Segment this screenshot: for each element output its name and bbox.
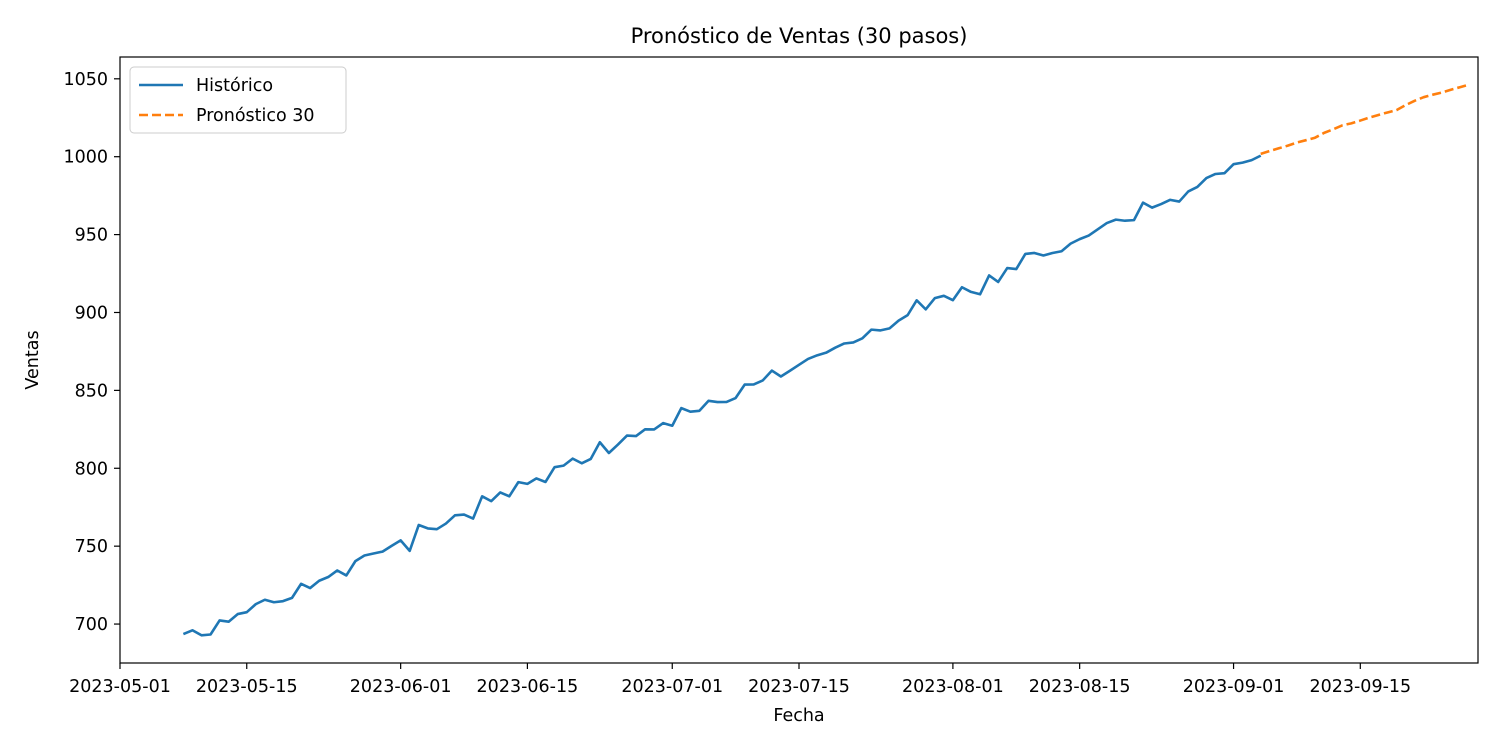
y-tick-label: 1000 bbox=[63, 148, 108, 168]
y-tick-label: 750 bbox=[75, 537, 108, 557]
x-tick-label: 2023-06-01 bbox=[350, 677, 452, 697]
x-tick-label: 2023-07-01 bbox=[621, 677, 723, 697]
plot-area bbox=[182, 83, 1470, 637]
y-tick-label: 950 bbox=[75, 226, 108, 246]
x-tick-label: 2023-07-15 bbox=[748, 677, 850, 697]
series-line-1 bbox=[1260, 83, 1470, 156]
x-axis-label: Fecha bbox=[773, 706, 824, 726]
y-tick-label: 700 bbox=[75, 615, 108, 635]
legend-label-historico: Histórico bbox=[196, 76, 273, 96]
y-tick-label: 850 bbox=[75, 381, 108, 401]
y-axis-label: Ventas bbox=[23, 330, 43, 389]
x-tick-label: 2023-06-15 bbox=[477, 677, 579, 697]
y-tick-label: 1050 bbox=[63, 70, 108, 90]
series-line-0 bbox=[182, 154, 1262, 637]
legend-label-pronostico: Pronóstico 30 bbox=[196, 106, 315, 126]
x-tick-label: 2023-09-15 bbox=[1309, 677, 1411, 697]
y-tick-label: 800 bbox=[75, 459, 108, 479]
x-tick-label: 2023-05-15 bbox=[196, 677, 298, 697]
legend: Histórico Pronóstico 30 bbox=[129, 66, 347, 134]
x-tick-label: 2023-05-01 bbox=[69, 677, 171, 697]
y-tick-label: 900 bbox=[75, 303, 108, 323]
x-tick-label: 2023-08-01 bbox=[902, 677, 1004, 697]
chart-title: Pronóstico de Ventas (30 pasos) bbox=[631, 24, 968, 48]
x-tick-label: 2023-08-15 bbox=[1029, 677, 1131, 697]
x-tick-label: 2023-09-01 bbox=[1183, 677, 1285, 697]
axis-ticks: 2023-05-01 2023-05-15 2023-06-01 2023-06-15… bbox=[63, 70, 1411, 697]
legend-box bbox=[129, 66, 347, 134]
